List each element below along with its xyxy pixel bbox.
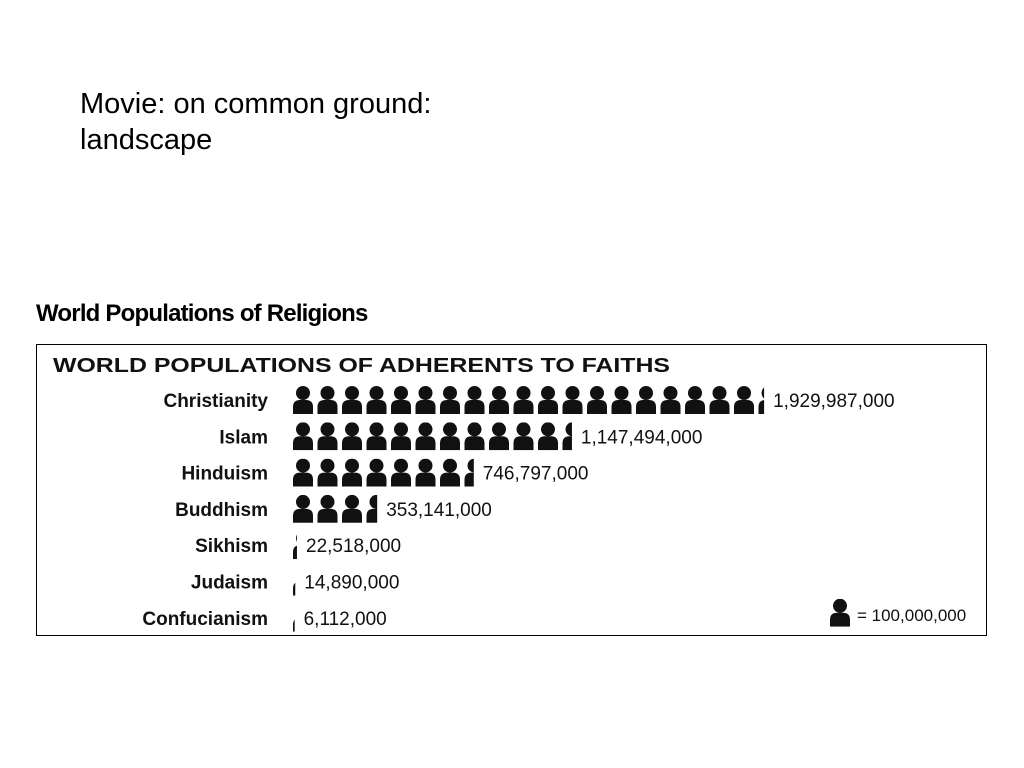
pictograph-icon <box>317 386 338 414</box>
figure-caption: World Populations of Religions <box>36 300 368 327</box>
pictograph-icon <box>440 422 460 451</box>
pictograph-icon <box>489 422 509 451</box>
pictograph-icon-partial <box>293 567 296 596</box>
pictograph-icon <box>709 386 730 414</box>
pictograph-icon <box>415 386 436 414</box>
value-label: 353,141,000 <box>386 500 492 521</box>
pictograph-icon <box>685 386 705 414</box>
pictograph-icon <box>440 458 460 487</box>
pictograph-icon <box>391 386 411 414</box>
pictograph-icon-partial <box>293 531 297 560</box>
pictograph-icon <box>342 386 362 414</box>
category-label: Confucianism <box>142 609 268 630</box>
pictograph-icon <box>317 458 338 487</box>
pictograph-chart: WORLD POPULATIONS OF ADHERENTS TO FAITHS… <box>53 355 966 632</box>
value-label: 6,112,000 <box>304 609 387 630</box>
pictograph-icon <box>342 494 362 523</box>
chart-row: Christianity 1,929,987,000 <box>163 386 895 414</box>
category-label: Buddhism <box>175 500 268 521</box>
category-label: Christianity <box>163 391 268 412</box>
value-label: 746,797,000 <box>483 464 589 485</box>
chart-row: Judaism 14,890,000 <box>191 567 399 596</box>
pictograph-icon <box>538 386 558 414</box>
chart-legend: = 100,000,000 <box>830 598 966 627</box>
pictograph-icon <box>293 494 313 523</box>
pictograph-icon <box>293 422 313 451</box>
category-label: Judaism <box>191 573 268 594</box>
pictograph-icon <box>366 422 387 451</box>
chart-row: Hinduism 746,797,000 <box>181 458 589 487</box>
pictograph-icon-partial <box>758 386 765 414</box>
pictograph-icon <box>366 386 387 414</box>
pictograph-icon <box>562 386 583 414</box>
chart-rows: Christianity 1,929,987,000 Islam 1,147,494,… <box>142 386 895 632</box>
slide-title-line-1: Movie: on common ground: <box>80 88 432 120</box>
category-label: Hinduism <box>181 464 268 485</box>
chart-row: Confucianism 6,112,000 <box>142 603 387 632</box>
chart-row: Sikhism 22,518,000 <box>195 531 401 560</box>
pictograph-icon <box>636 386 656 414</box>
legend-person-icon <box>830 598 850 627</box>
chart-title: WORLD POPULATIONS OF ADHERENTS TO FAITHS <box>53 355 670 377</box>
pictograph-icon <box>415 422 436 451</box>
value-label: 1,147,494,000 <box>581 427 703 448</box>
pictograph-icon <box>660 386 681 414</box>
pictograph-icon <box>489 386 509 414</box>
pictograph-icon <box>391 458 411 487</box>
pictograph-icon <box>464 422 485 451</box>
value-label: 22,518,000 <box>306 536 401 557</box>
pictograph-icon <box>415 458 436 487</box>
pictograph-icon <box>342 458 362 487</box>
pictograph-icon <box>391 422 411 451</box>
pictograph-icon-partial <box>366 494 378 523</box>
legend-label: = 100,000,000 <box>857 606 966 625</box>
chart-row: Islam 1,147,494,000 <box>219 422 703 451</box>
pictograph-icon <box>342 422 362 451</box>
pictograph-icon <box>538 422 558 451</box>
pictograph-icon <box>440 386 460 414</box>
pictograph-icon <box>611 386 632 414</box>
pictograph-icon <box>317 494 338 523</box>
pictograph-icon <box>366 458 387 487</box>
chart-frame: WORLD POPULATIONS OF ADHERENTS TO FAITHS… <box>36 344 987 636</box>
category-label: Islam <box>219 427 268 448</box>
pictograph-icon-partial <box>464 458 474 487</box>
value-label: 14,890,000 <box>304 573 399 594</box>
slide-title: Movie: on common ground: landscape <box>80 86 431 158</box>
pictograph-icon <box>293 458 313 487</box>
pictograph-icon-partial <box>293 603 295 632</box>
slide-title-line-2: landscape <box>80 124 213 156</box>
pictograph-icon <box>513 422 534 451</box>
value-label: 1,929,987,000 <box>773 391 895 412</box>
pictograph-icon <box>317 422 338 451</box>
pictograph-icon <box>587 386 607 414</box>
chart-row: Buddhism 353,141,000 <box>175 494 492 523</box>
pictograph-icon-partial <box>562 422 572 451</box>
pictograph-icon <box>464 386 485 414</box>
category-label: Sikhism <box>195 536 268 557</box>
pictograph-icon <box>293 386 313 414</box>
pictograph-icon <box>513 386 534 414</box>
pictograph-icon <box>734 386 754 414</box>
